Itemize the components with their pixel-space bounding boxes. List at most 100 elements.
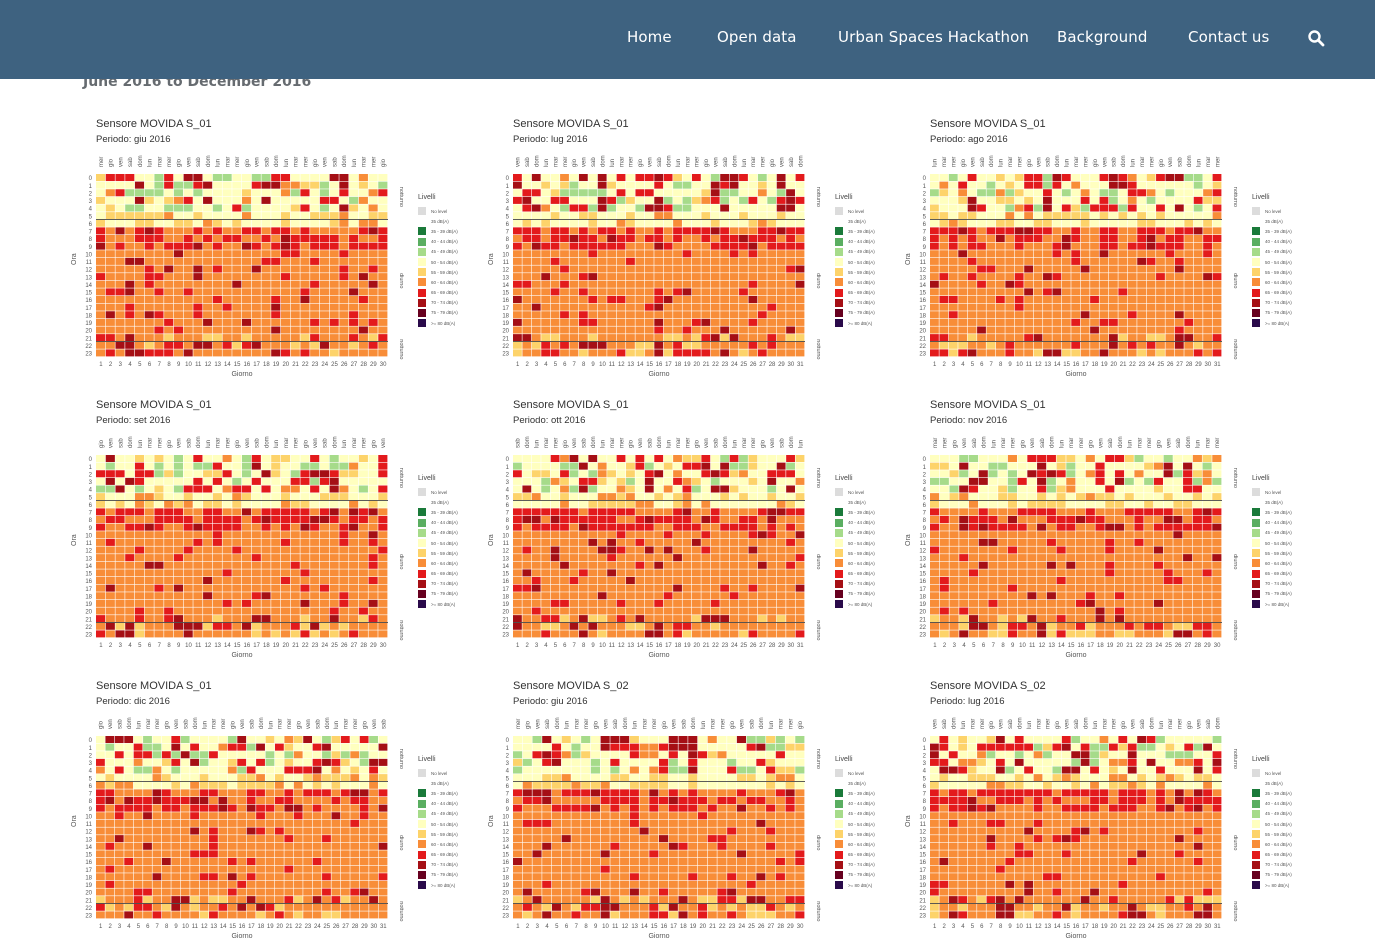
heatmap-cell [281,227,290,234]
heatmap-cell [96,547,105,554]
heatmap-cell [949,212,958,219]
heatmap-cell [193,220,202,227]
heatmap-cell [193,205,202,212]
heatmap-cell [1095,623,1104,630]
heatmap-cell [711,508,720,515]
heatmap-cell [730,296,739,303]
heatmap-cell [1105,531,1114,538]
heatmap-cell [281,349,290,356]
heatmap-cell [115,470,124,477]
heatmap-cell [541,296,550,303]
hour-label: 21 [919,336,926,342]
heatmap-cell [213,547,222,554]
nav-home[interactable]: Home [627,28,672,46]
heatmap-cell [184,342,193,349]
heatmap-cell [1066,623,1075,630]
heatmap-cell [223,493,232,500]
heatmap-cell [635,197,644,204]
heatmap-cell [1137,349,1146,356]
heatmap-cell [1076,539,1085,546]
heatmap-cell [271,585,280,592]
heatmap-cell [532,174,541,181]
legend-label: >= 80 dB(A) [431,602,455,607]
nav-urban-spaces-hackathon[interactable]: Urban Spaces Hackathon [838,28,1029,46]
heatmap-cell [184,227,193,234]
heatmap-cell [683,623,692,630]
heatmap-cell [560,319,569,326]
search-icon[interactable] [1307,29,1325,47]
day-label: 6 [148,643,152,649]
heatmap-cell [969,455,978,462]
heatmap-cell [145,273,154,280]
heatmap-cell [579,296,588,303]
heatmap-cell [145,486,154,493]
heatmap-cell [320,205,329,212]
heatmap-cell [261,227,270,234]
heatmap-cell [310,174,319,181]
heatmap-cell [551,562,560,569]
heatmap-cell [1100,258,1109,265]
heatmap-cell [1194,288,1203,295]
heatmap-cell [579,508,588,515]
heatmap-cell [349,547,358,554]
heatmap-cell [125,220,134,227]
heatmap-cell [739,189,748,196]
heatmap-cell [1125,547,1134,554]
heatmap-cell [330,250,339,257]
heatmap-cell [203,205,212,212]
heatmap-cell [683,296,692,303]
heatmap-cell [1095,547,1104,554]
heatmap-cell [1076,569,1085,576]
heatmap-cell [786,227,795,234]
heatmap-cell [767,311,776,318]
heatmap-cell [748,585,757,592]
heatmap-cell [645,304,654,311]
heatmap-cell [692,243,701,250]
heatmap-cell [1081,273,1090,280]
heatmap-cell [1100,266,1109,273]
weekday-label: sab [516,438,522,448]
heatmap-cell [1194,205,1203,212]
heatmap-cell [645,349,654,356]
nav-background[interactable]: Background [1057,28,1148,46]
heatmap-cell [1115,615,1124,622]
heatmap-cell [193,577,202,584]
nav-contact-us[interactable]: Contact us [1188,28,1269,46]
heatmap-cell [998,569,1007,576]
nav-open-data[interactable]: Open data [717,28,797,46]
heatmap-cell [1057,539,1066,546]
heatmap-cell [758,349,767,356]
heatmap-cell [598,455,607,462]
heatmap-cell [193,327,202,334]
heatmap-cell [570,235,579,242]
heatmap-cell [232,205,241,212]
heatmap-cell [607,608,616,615]
heatmap-cell [242,554,251,561]
heatmap-cell [300,220,309,227]
heatmap-cell [1037,463,1046,470]
heatmap-cell [174,258,183,265]
heatmap-cell [339,227,348,234]
heatmap-cell [1086,531,1095,538]
heatmap-cell [1052,174,1061,181]
heatmap-cell [330,174,339,181]
heatmap-cell [1118,288,1127,295]
heatmap-cell [291,585,300,592]
heatmap-cell [281,197,290,204]
heatmap-cell [339,250,348,257]
heatmap-cell [930,615,939,622]
heatmap-cell [570,470,579,477]
heatmap-cell [115,569,124,576]
heatmap-cell [930,189,939,196]
heatmap-cell [930,501,939,508]
heatmap-cell [232,258,241,265]
heatmap-cell [958,304,967,311]
heatmap-cell [1100,288,1109,295]
heatmap-cell [154,608,163,615]
heatmap-cell [115,258,124,265]
heatmap-cell [96,478,105,485]
heatmap-cell [541,258,550,265]
heatmap-cell [551,508,560,515]
heatmap-cell [125,334,134,341]
heatmap-cell [959,600,968,607]
